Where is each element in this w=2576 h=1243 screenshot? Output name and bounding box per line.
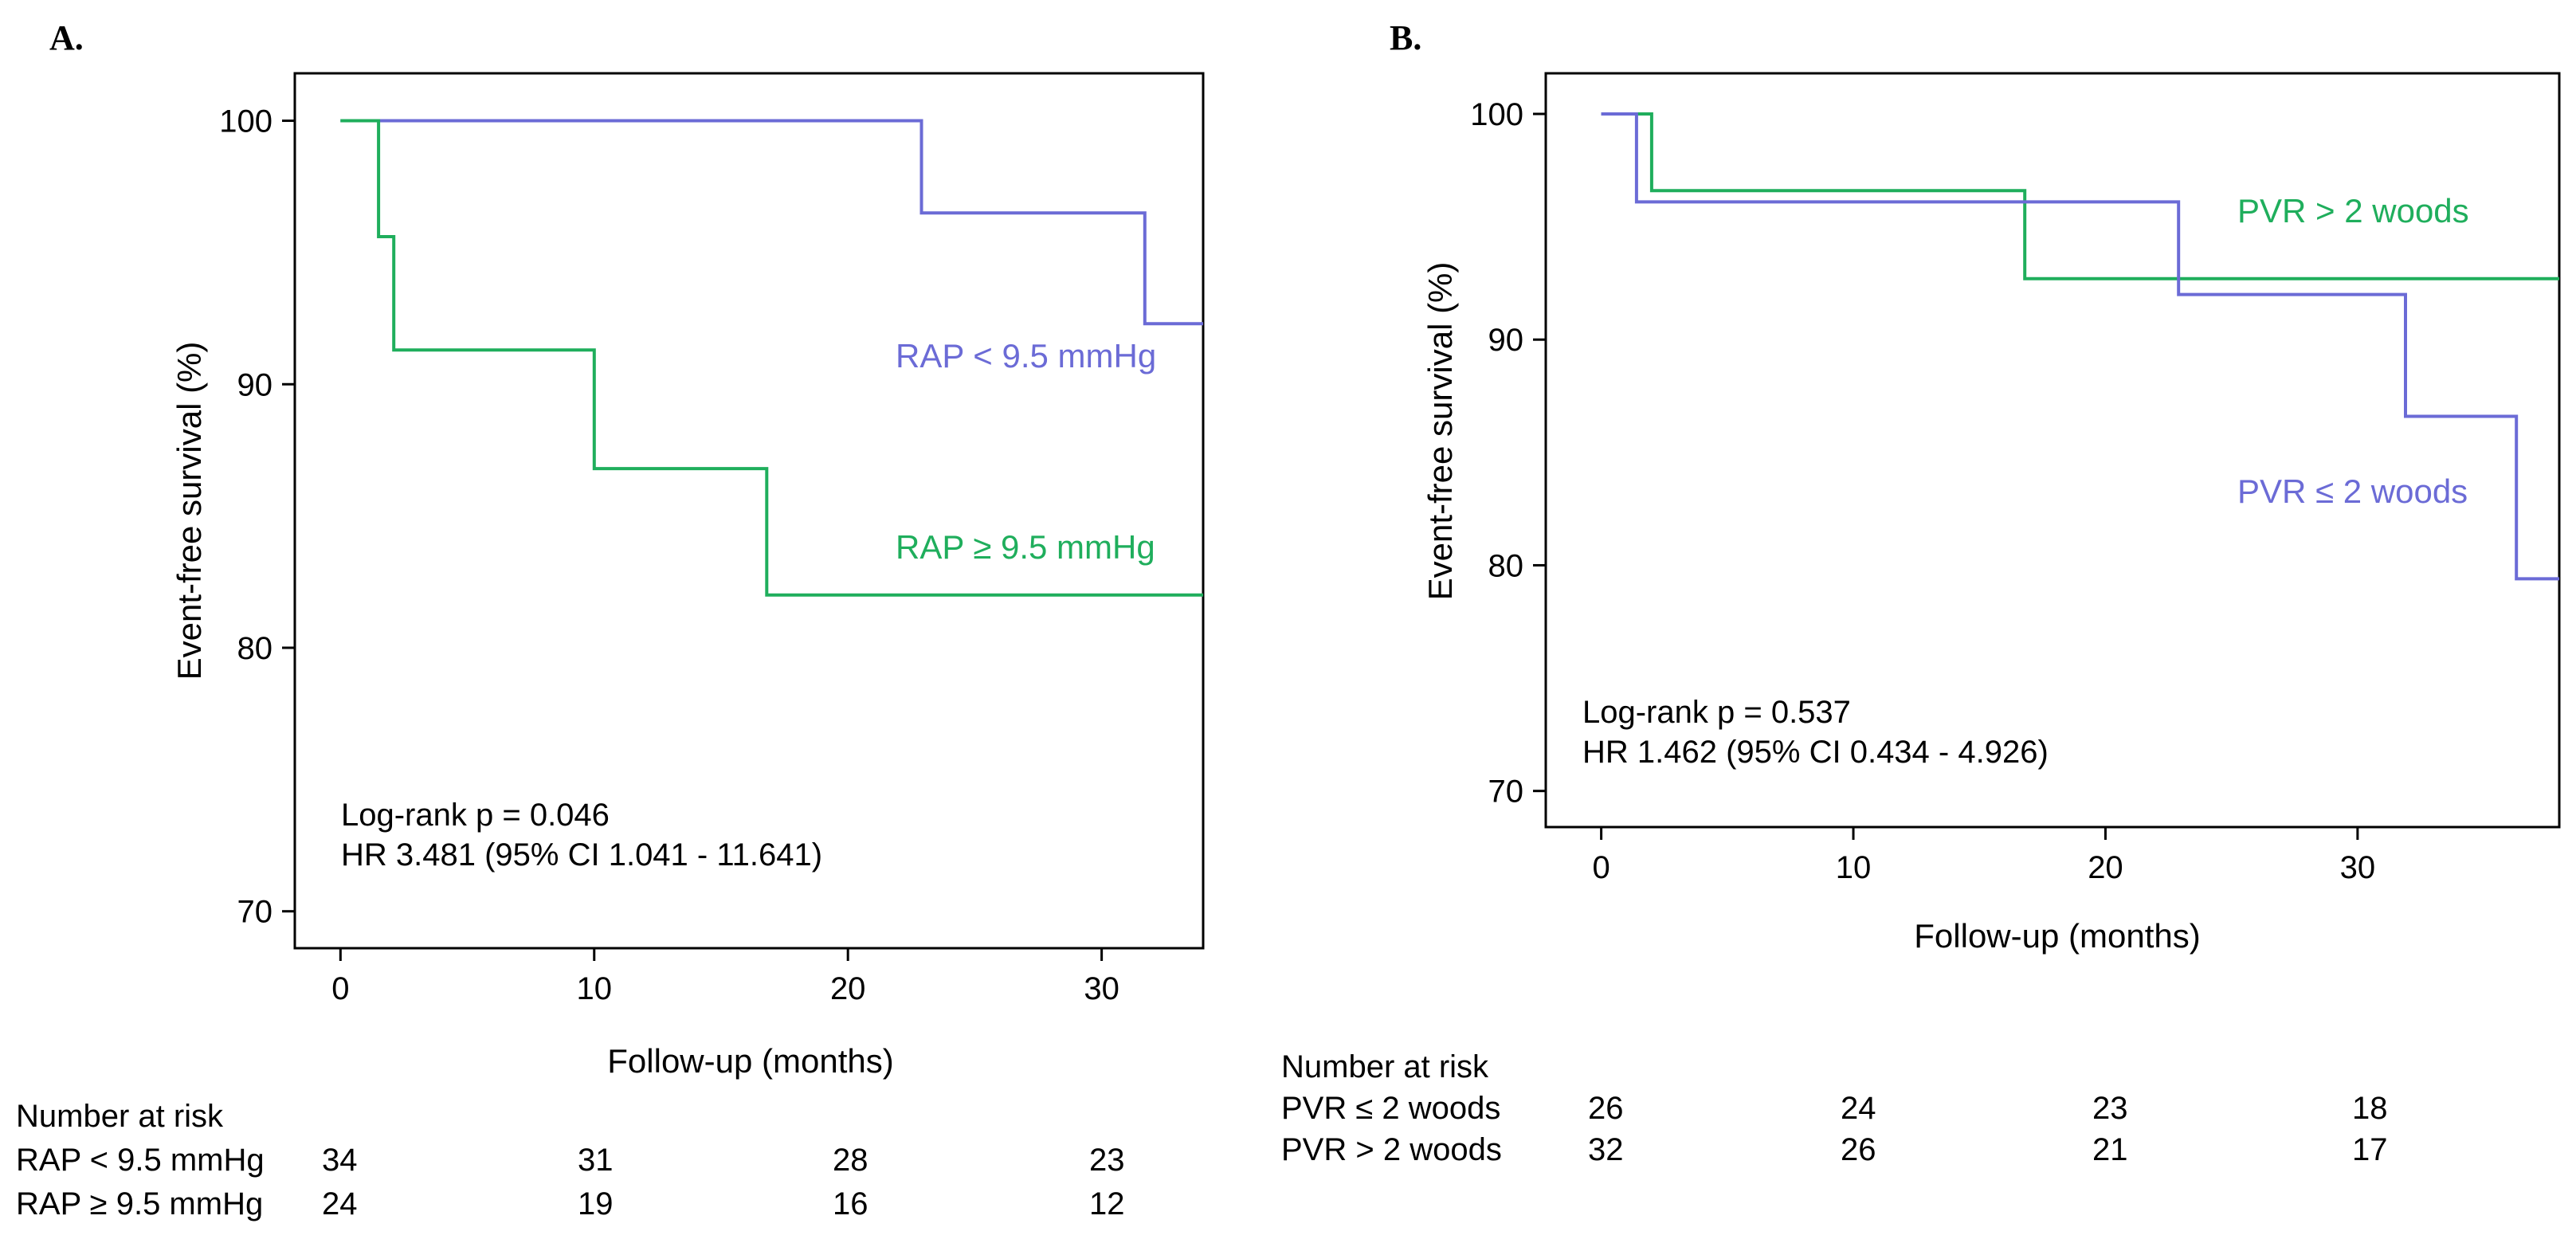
risk-count: 18 xyxy=(2352,1091,2388,1126)
risk-count: 34 xyxy=(322,1143,358,1178)
panel-b-x-axis-title: Follow-up (months) xyxy=(1914,917,2200,955)
risk-row-label: RAP < 9.5 mmHg xyxy=(16,1143,265,1178)
panel-a: A. 70 80 90 100 0 10 20 30 Event-free survival… xyxy=(16,18,1205,1221)
panel-a-curves xyxy=(340,119,1203,597)
panel-b-curves xyxy=(1601,112,2559,581)
panel-b-plot-frame xyxy=(1544,72,2561,829)
risk-row-label: PVR > 2 woods xyxy=(1281,1132,1502,1167)
series-label-rap-above: RAP ≥ 9.5 mmHg xyxy=(896,528,1155,566)
series-line-a-0 xyxy=(340,119,1203,326)
risk-count: 23 xyxy=(2092,1091,2128,1126)
series-label-pvr-above: PVR > 2 woods xyxy=(2237,192,2469,229)
x-tick-label: 10 xyxy=(1836,850,1872,885)
x-tick-label: 0 xyxy=(331,971,349,1006)
risk-table-title: Number at risk xyxy=(16,1099,224,1134)
risk-count: 23 xyxy=(1089,1143,1125,1178)
risk-count: 28 xyxy=(833,1143,868,1178)
series-label-rap-below: RAP < 9.5 mmHg xyxy=(896,337,1156,374)
panel-a-x-axis-title: Follow-up (months) xyxy=(607,1042,893,1080)
risk-count: 21 xyxy=(2092,1132,2128,1167)
risk-row-label: RAP ≥ 9.5 mmHg xyxy=(16,1186,263,1221)
risk-count: 19 xyxy=(578,1186,614,1221)
panel-b-risk-table: Number at risk PVR ≤ 2 woods PVR > 2 woo… xyxy=(1281,1049,2388,1167)
panel-b-hazard-ratio: HR 1.462 (95% CI 0.434 - 4.926) xyxy=(1582,735,2049,770)
series-line-a-1 xyxy=(340,119,1203,597)
y-tick-label: 70 xyxy=(1488,774,1524,810)
x-tick-label: 0 xyxy=(1592,850,1610,885)
y-tick-label: 100 xyxy=(219,104,272,139)
risk-count: 24 xyxy=(322,1186,358,1221)
y-tick-label: 100 xyxy=(1470,97,1523,132)
panel-b-label: B. xyxy=(1390,18,1421,57)
panel-a-y-ticks: 70 80 90 100 xyxy=(219,104,295,930)
panel-b-x-ticks: 0 10 20 30 xyxy=(1592,827,2375,885)
panel-b: B. 70 80 90 100 0 10 20 30 Event-free survival… xyxy=(1281,18,2561,1167)
risk-row-label: PVR ≤ 2 woods xyxy=(1281,1091,1500,1126)
risk-count: 12 xyxy=(1089,1186,1125,1221)
x-tick-label: 30 xyxy=(2340,850,2376,885)
panel-a-logrank: Log-rank p = 0.046 xyxy=(341,798,610,833)
risk-count: 26 xyxy=(1588,1091,1624,1126)
risk-count: 17 xyxy=(2352,1132,2388,1167)
risk-count: 31 xyxy=(578,1143,614,1178)
series-line-b-1 xyxy=(1601,112,2559,581)
y-tick-label: 90 xyxy=(237,367,273,402)
x-tick-label: 10 xyxy=(577,971,613,1006)
x-tick-label: 20 xyxy=(830,971,866,1006)
panel-a-label: A. xyxy=(49,18,84,57)
panel-a-hazard-ratio: HR 3.481 (95% CI 1.041 - 11.641) xyxy=(341,837,822,872)
series-label-pvr-below: PVR ≤ 2 woods xyxy=(2237,472,2468,510)
y-tick-label: 70 xyxy=(237,895,273,930)
risk-table-title: Number at risk xyxy=(1281,1049,1489,1084)
x-tick-label: 20 xyxy=(2088,850,2123,885)
panel-a-y-axis-title: Event-free survival (%) xyxy=(171,342,208,680)
y-tick-label: 90 xyxy=(1488,323,1524,358)
series-line-b-0 xyxy=(1601,112,2559,280)
risk-count: 16 xyxy=(833,1186,868,1221)
panel-a-risk-table: Number at risk RAP < 9.5 mmHg RAP ≥ 9.5 … xyxy=(16,1099,1125,1221)
panel-b-y-axis-title: Event-free survival (%) xyxy=(1421,262,1459,601)
y-tick-label: 80 xyxy=(237,631,273,666)
panel-a-plot-frame xyxy=(293,72,1205,950)
panel-b-y-ticks: 70 80 90 100 xyxy=(1470,97,1546,810)
panel-b-logrank: Log-rank p = 0.537 xyxy=(1582,695,1851,730)
risk-count: 32 xyxy=(1588,1132,1624,1167)
risk-count: 26 xyxy=(1841,1132,1876,1167)
y-tick-label: 80 xyxy=(1488,548,1524,583)
panel-a-x-ticks: 0 10 20 30 xyxy=(331,948,1119,1006)
risk-count: 24 xyxy=(1841,1091,1876,1126)
x-tick-label: 30 xyxy=(1084,971,1119,1006)
